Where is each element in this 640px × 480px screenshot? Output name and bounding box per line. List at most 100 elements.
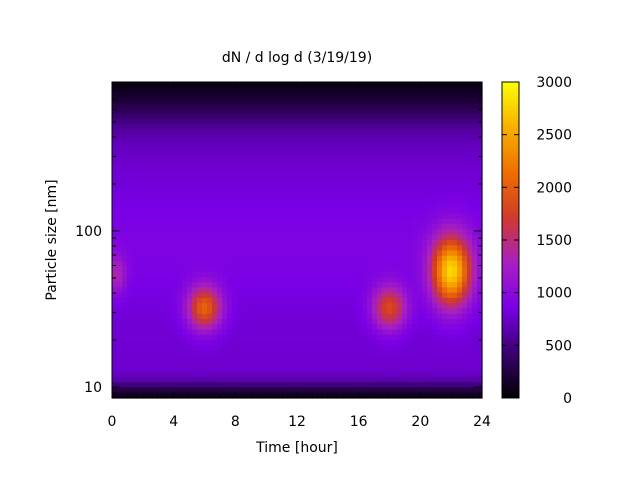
heatmap-cell — [472, 166, 478, 173]
heatmap-cell — [257, 97, 263, 104]
heatmap-cell — [427, 334, 433, 341]
heatmap-cell — [207, 197, 213, 204]
heatmap-cell — [347, 392, 353, 399]
heatmap-cell — [197, 303, 203, 310]
heatmap-cell — [132, 376, 138, 383]
heatmap-cell — [337, 218, 343, 225]
heatmap-cell — [397, 203, 403, 209]
heatmap-cell — [167, 171, 173, 178]
heatmap-cell — [387, 319, 393, 325]
heatmap-cell — [172, 218, 178, 225]
heatmap-cell — [332, 240, 338, 246]
heatmap-cell — [232, 97, 238, 104]
heatmap-cell — [157, 213, 163, 220]
heatmap-cell — [397, 192, 403, 199]
heatmap-cell — [457, 250, 463, 257]
heatmap-cell — [262, 134, 268, 141]
heatmap-cell — [362, 382, 368, 389]
heatmap-cell — [422, 171, 428, 178]
heatmap-cell — [462, 108, 468, 115]
heatmap-cell — [307, 350, 313, 357]
heatmap-cell — [197, 87, 203, 94]
heatmap-cell — [362, 319, 368, 325]
heatmap-cell — [172, 319, 178, 325]
heatmap-cell — [412, 292, 418, 299]
heatmap-cell — [437, 350, 443, 357]
heatmap-cell — [417, 366, 423, 373]
heatmap-cell — [452, 97, 458, 104]
heatmap-cell — [347, 124, 353, 130]
heatmap-cell — [297, 334, 303, 341]
heatmap-cell — [262, 92, 268, 99]
heatmap-cell — [367, 176, 373, 183]
heatmap-cell — [392, 324, 398, 331]
heatmap-cell — [147, 355, 153, 362]
heatmap-cell — [477, 92, 483, 99]
heatmap-cell — [227, 82, 233, 88]
heatmap-cell — [252, 392, 258, 399]
heatmap-cell — [422, 303, 428, 310]
heatmap-cell — [402, 329, 408, 336]
heatmap-cell — [222, 345, 228, 352]
heatmap-cell — [342, 297, 348, 304]
heatmap-cell — [347, 255, 353, 262]
heatmap-cell — [387, 124, 393, 130]
heatmap-cell — [437, 182, 443, 188]
heatmap-cell — [397, 334, 403, 341]
heatmap-cell — [117, 240, 123, 246]
heatmap-cell — [427, 245, 433, 252]
heatmap-cell — [452, 187, 458, 194]
heatmap-cell — [397, 171, 403, 178]
heatmap-cell — [327, 361, 333, 367]
heatmap-cell — [262, 161, 268, 167]
heatmap-cell — [372, 192, 378, 199]
heatmap-cell — [462, 92, 468, 99]
heatmap-cell — [292, 213, 298, 220]
heatmap-cell — [467, 245, 473, 252]
heatmap-cell — [242, 340, 248, 346]
heatmap-cell — [112, 340, 118, 346]
heatmap-cell — [462, 150, 468, 157]
heatmap-cell — [212, 218, 218, 225]
heatmap-cell — [157, 103, 163, 109]
heatmap-cell — [427, 234, 433, 241]
heatmap-cell — [162, 166, 168, 173]
heatmap-cell — [432, 197, 438, 204]
heatmap-cell — [167, 229, 173, 236]
heatmap-cell — [257, 82, 263, 88]
heatmap-cell — [447, 376, 453, 383]
heatmap-cell — [352, 319, 358, 325]
heatmap-cell — [162, 319, 168, 325]
heatmap-cell — [132, 240, 138, 246]
heatmap-cell — [237, 129, 243, 136]
heatmap-cell — [182, 166, 188, 173]
heatmap-cell — [132, 334, 138, 341]
heatmap-cell — [412, 345, 418, 352]
heatmap-cell — [382, 261, 388, 267]
heatmap-cell — [182, 108, 188, 115]
heatmap-cell — [402, 129, 408, 136]
heatmap-cell — [462, 145, 468, 152]
heatmap-cell — [452, 224, 458, 231]
heatmap-cell — [212, 240, 218, 246]
heatmap-cell — [317, 92, 323, 99]
heatmap-cell — [157, 176, 163, 183]
heatmap-cell — [347, 192, 353, 199]
heatmap-cell — [417, 134, 423, 141]
heatmap-cell — [387, 361, 393, 367]
heatmap-cell — [402, 150, 408, 157]
heatmap-cell — [112, 103, 118, 109]
heatmap-cell — [277, 287, 283, 294]
heatmap-cell — [232, 261, 238, 267]
heatmap-cell — [142, 366, 148, 373]
heatmap-cell — [277, 319, 283, 325]
heatmap-cell — [412, 171, 418, 178]
heatmap-cell — [122, 218, 128, 225]
heatmap-cell — [212, 208, 218, 215]
heatmap-cell — [382, 313, 388, 320]
heatmap-cell — [312, 392, 318, 399]
heatmap-cell — [332, 218, 338, 225]
heatmap-cell — [397, 266, 403, 273]
heatmap-cell — [287, 108, 293, 115]
heatmap-cell — [122, 334, 128, 341]
